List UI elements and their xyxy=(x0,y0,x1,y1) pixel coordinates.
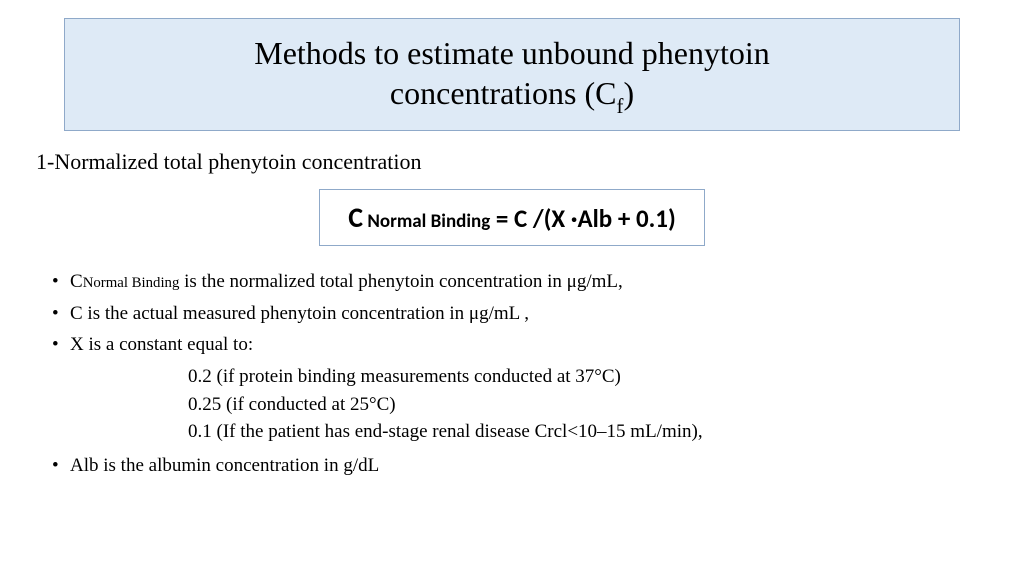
x-options: 0.2 (if protein binding measurements con… xyxy=(188,363,996,446)
formula-box: C Normal Binding = C /(X ·Alb + 0.1) xyxy=(319,189,705,246)
formula-text: C Normal Binding = C /(X ·Alb + 0.1) xyxy=(348,200,676,235)
bullet-1-rest: is the normalized total phenytoin concen… xyxy=(179,271,622,292)
formula-sub-label: Normal Binding xyxy=(363,210,490,233)
title-line-1: Methods to estimate unbound phenytoin xyxy=(85,33,939,73)
bullet-list: CNormal Binding is the normalized total … xyxy=(28,268,996,359)
title-line2-suffix: ) xyxy=(623,75,634,111)
bullet-4: Alb is the albumin concentration in g/dL xyxy=(52,452,996,480)
bullet-1: CNormal Binding is the normalized total … xyxy=(52,268,996,296)
section-heading: 1-Normalized total phenytoin concentrati… xyxy=(36,149,996,175)
title-subscript-f: f xyxy=(617,95,624,118)
title-box: Methods to estimate unbound phenytoin co… xyxy=(64,18,960,131)
bullet-1-prefix: C xyxy=(70,271,83,292)
bullet-2: C is the actual measured phenytoin conce… xyxy=(52,300,996,328)
x-option-3: 0.1 (If the patient has end-stage renal … xyxy=(188,418,996,446)
title-line2-prefix: concentrations (C xyxy=(390,75,617,111)
x-option-2: 0.25 (if conducted at 25°C) xyxy=(188,391,996,419)
bullet-3: X is a constant equal to: xyxy=(52,331,996,359)
formula-c: C xyxy=(348,200,363,235)
title-line-2: concentrations (Cf) xyxy=(85,73,939,118)
slide: Methods to estimate unbound phenytoin co… xyxy=(0,0,1024,576)
formula-rhs: = C /(X ·Alb + 0.1) xyxy=(490,203,676,234)
bullet-list-2: Alb is the albumin concentration in g/dL xyxy=(28,452,996,480)
x-option-1: 0.2 (if protein binding measurements con… xyxy=(188,363,996,391)
bullet-1-sub: Normal Binding xyxy=(83,275,180,291)
